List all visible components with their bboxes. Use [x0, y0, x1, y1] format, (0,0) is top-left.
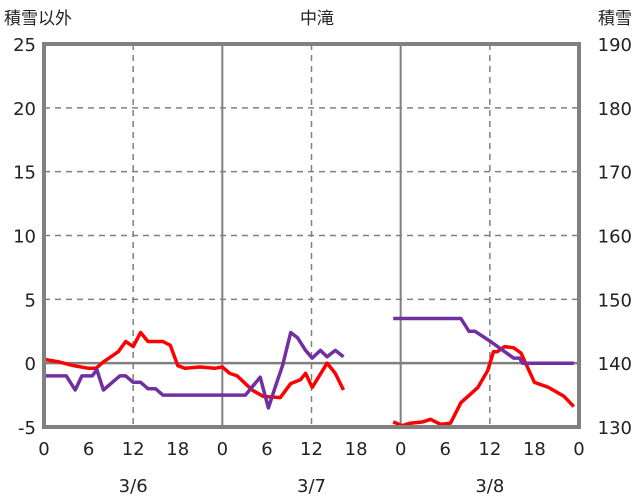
- x-tick-label: 12: [300, 439, 323, 460]
- x-tick-label: 18: [523, 439, 546, 460]
- day-label: 3/6: [119, 476, 148, 497]
- plot-frame: [42, 42, 581, 429]
- left-tick-label: 15: [13, 163, 36, 184]
- right-tick-label: 180: [598, 99, 632, 120]
- right-tick-label: 190: [598, 35, 632, 56]
- x-tick-label: 0: [217, 439, 228, 460]
- x-tick-label: 6: [83, 439, 94, 460]
- x-tick-label: 12: [122, 439, 145, 460]
- grid: [44, 44, 579, 427]
- x-tick-label: 18: [345, 439, 368, 460]
- x-tick-label: 6: [440, 439, 451, 460]
- chart-title: 中滝: [300, 9, 334, 29]
- left-tick-label: 10: [13, 227, 36, 248]
- x-tick-label: 0: [38, 439, 49, 460]
- right-tick-label: 160: [598, 227, 632, 248]
- x-tick-label: 6: [261, 439, 272, 460]
- series-line-purple: [44, 330, 345, 410]
- left-axis-label: 積雪以外: [4, 9, 72, 29]
- left-tick-label: -5: [18, 418, 36, 439]
- left-tick-label: 5: [25, 290, 36, 311]
- series-line-red: [43, 330, 346, 400]
- right-tick-label: 140: [598, 354, 632, 375]
- day-label: 3/8: [475, 476, 504, 497]
- day-label: 3/7: [297, 476, 326, 497]
- series-line-purple: [393, 316, 574, 365]
- right-tick-label: 170: [598, 163, 632, 184]
- x-tick-label: 18: [166, 439, 189, 460]
- left-tick-label: 25: [13, 35, 36, 56]
- right-tick-label: 130: [598, 418, 632, 439]
- axis-labels: 積雪以外 中滝 積雪: [4, 9, 632, 29]
- right-tick-label: 150: [598, 290, 632, 311]
- series-lines: [43, 316, 576, 428]
- x-tick-label: 0: [573, 439, 584, 460]
- right-axis-label: 積雪: [598, 9, 632, 29]
- x-tick-label: 12: [478, 439, 501, 460]
- series-line-red: [392, 344, 576, 428]
- left-tick-label: 20: [13, 99, 36, 120]
- x-tick-label: 0: [395, 439, 406, 460]
- left-tick-label: 0: [25, 354, 36, 375]
